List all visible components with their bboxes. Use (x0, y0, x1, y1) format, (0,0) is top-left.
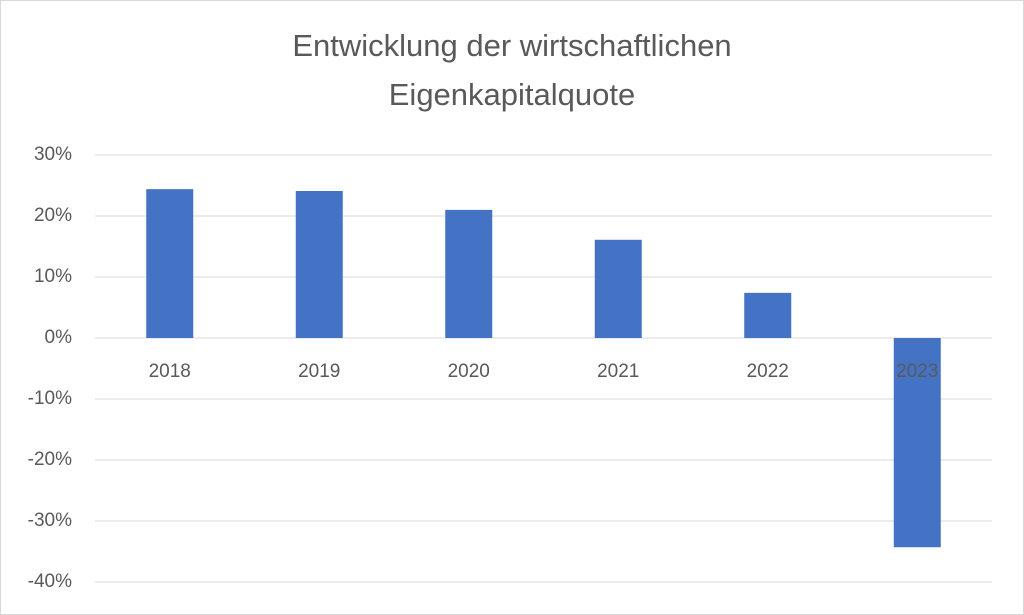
bar (744, 292, 792, 338)
y-tick-label: 10% (34, 266, 72, 287)
bar (893, 338, 941, 548)
y-tick-label: -40% (28, 571, 72, 592)
bar (146, 189, 194, 338)
x-tick-label: 2023 (896, 361, 938, 382)
x-tick-label: 2018 (149, 361, 191, 382)
x-tick-label: 2022 (747, 361, 789, 382)
x-tick-label: 2021 (597, 361, 639, 382)
y-tick-label: 20% (34, 205, 72, 226)
x-tick-label: 2020 (448, 361, 490, 382)
bar (594, 239, 642, 338)
chart-title: Entwicklung der wirtschaftlichen (292, 28, 731, 63)
y-tick-label: -30% (28, 510, 72, 531)
y-tick-label: 30% (34, 144, 72, 165)
bar (445, 209, 493, 338)
x-tick-label: 2019 (298, 361, 340, 382)
y-tick-label: -10% (28, 388, 72, 409)
chart-title: Eigenkapitalquote (389, 77, 635, 112)
y-tick-label: 0% (45, 327, 73, 348)
y-tick-label: -20% (28, 449, 72, 470)
bar (295, 190, 343, 338)
